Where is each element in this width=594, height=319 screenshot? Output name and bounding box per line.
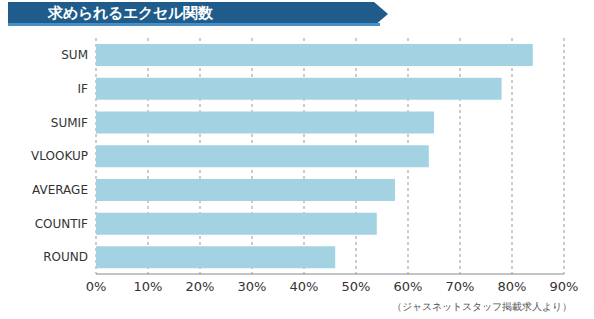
svg-text:ROUND: ROUND bbox=[43, 250, 88, 264]
svg-text:40%: 40% bbox=[290, 279, 319, 294]
svg-text:0%: 0% bbox=[86, 279, 107, 294]
svg-text:20%: 20% bbox=[186, 279, 215, 294]
html-text:求められるエクセル関数: 求められるエクセル関数 bbox=[48, 4, 213, 22]
svg-text:60%: 60% bbox=[394, 279, 423, 294]
svg-text:80%: 80% bbox=[498, 279, 527, 294]
svg-text:50%: 50% bbox=[342, 279, 371, 294]
svg-text:10%: 10% bbox=[134, 279, 163, 294]
svg-text:IF: IF bbox=[78, 82, 89, 96]
svg-text:SUMIF: SUMIF bbox=[51, 116, 88, 130]
svg-text:AVERAGE: AVERAGE bbox=[32, 183, 88, 197]
svg-text:30%: 30% bbox=[238, 279, 267, 294]
svg-text:70%: 70% bbox=[446, 279, 475, 294]
svg-text:SUM: SUM bbox=[61, 48, 88, 62]
html-text:（ジャスネットスタッフ掲載求人より）: （ジャスネットスタッフ掲載求人より） bbox=[392, 301, 572, 312]
svg-text:VLOOKUP: VLOOKUP bbox=[31, 149, 88, 163]
svg-text:COUNTIF: COUNTIF bbox=[35, 217, 88, 231]
svg-text:90%: 90% bbox=[550, 279, 579, 294]
